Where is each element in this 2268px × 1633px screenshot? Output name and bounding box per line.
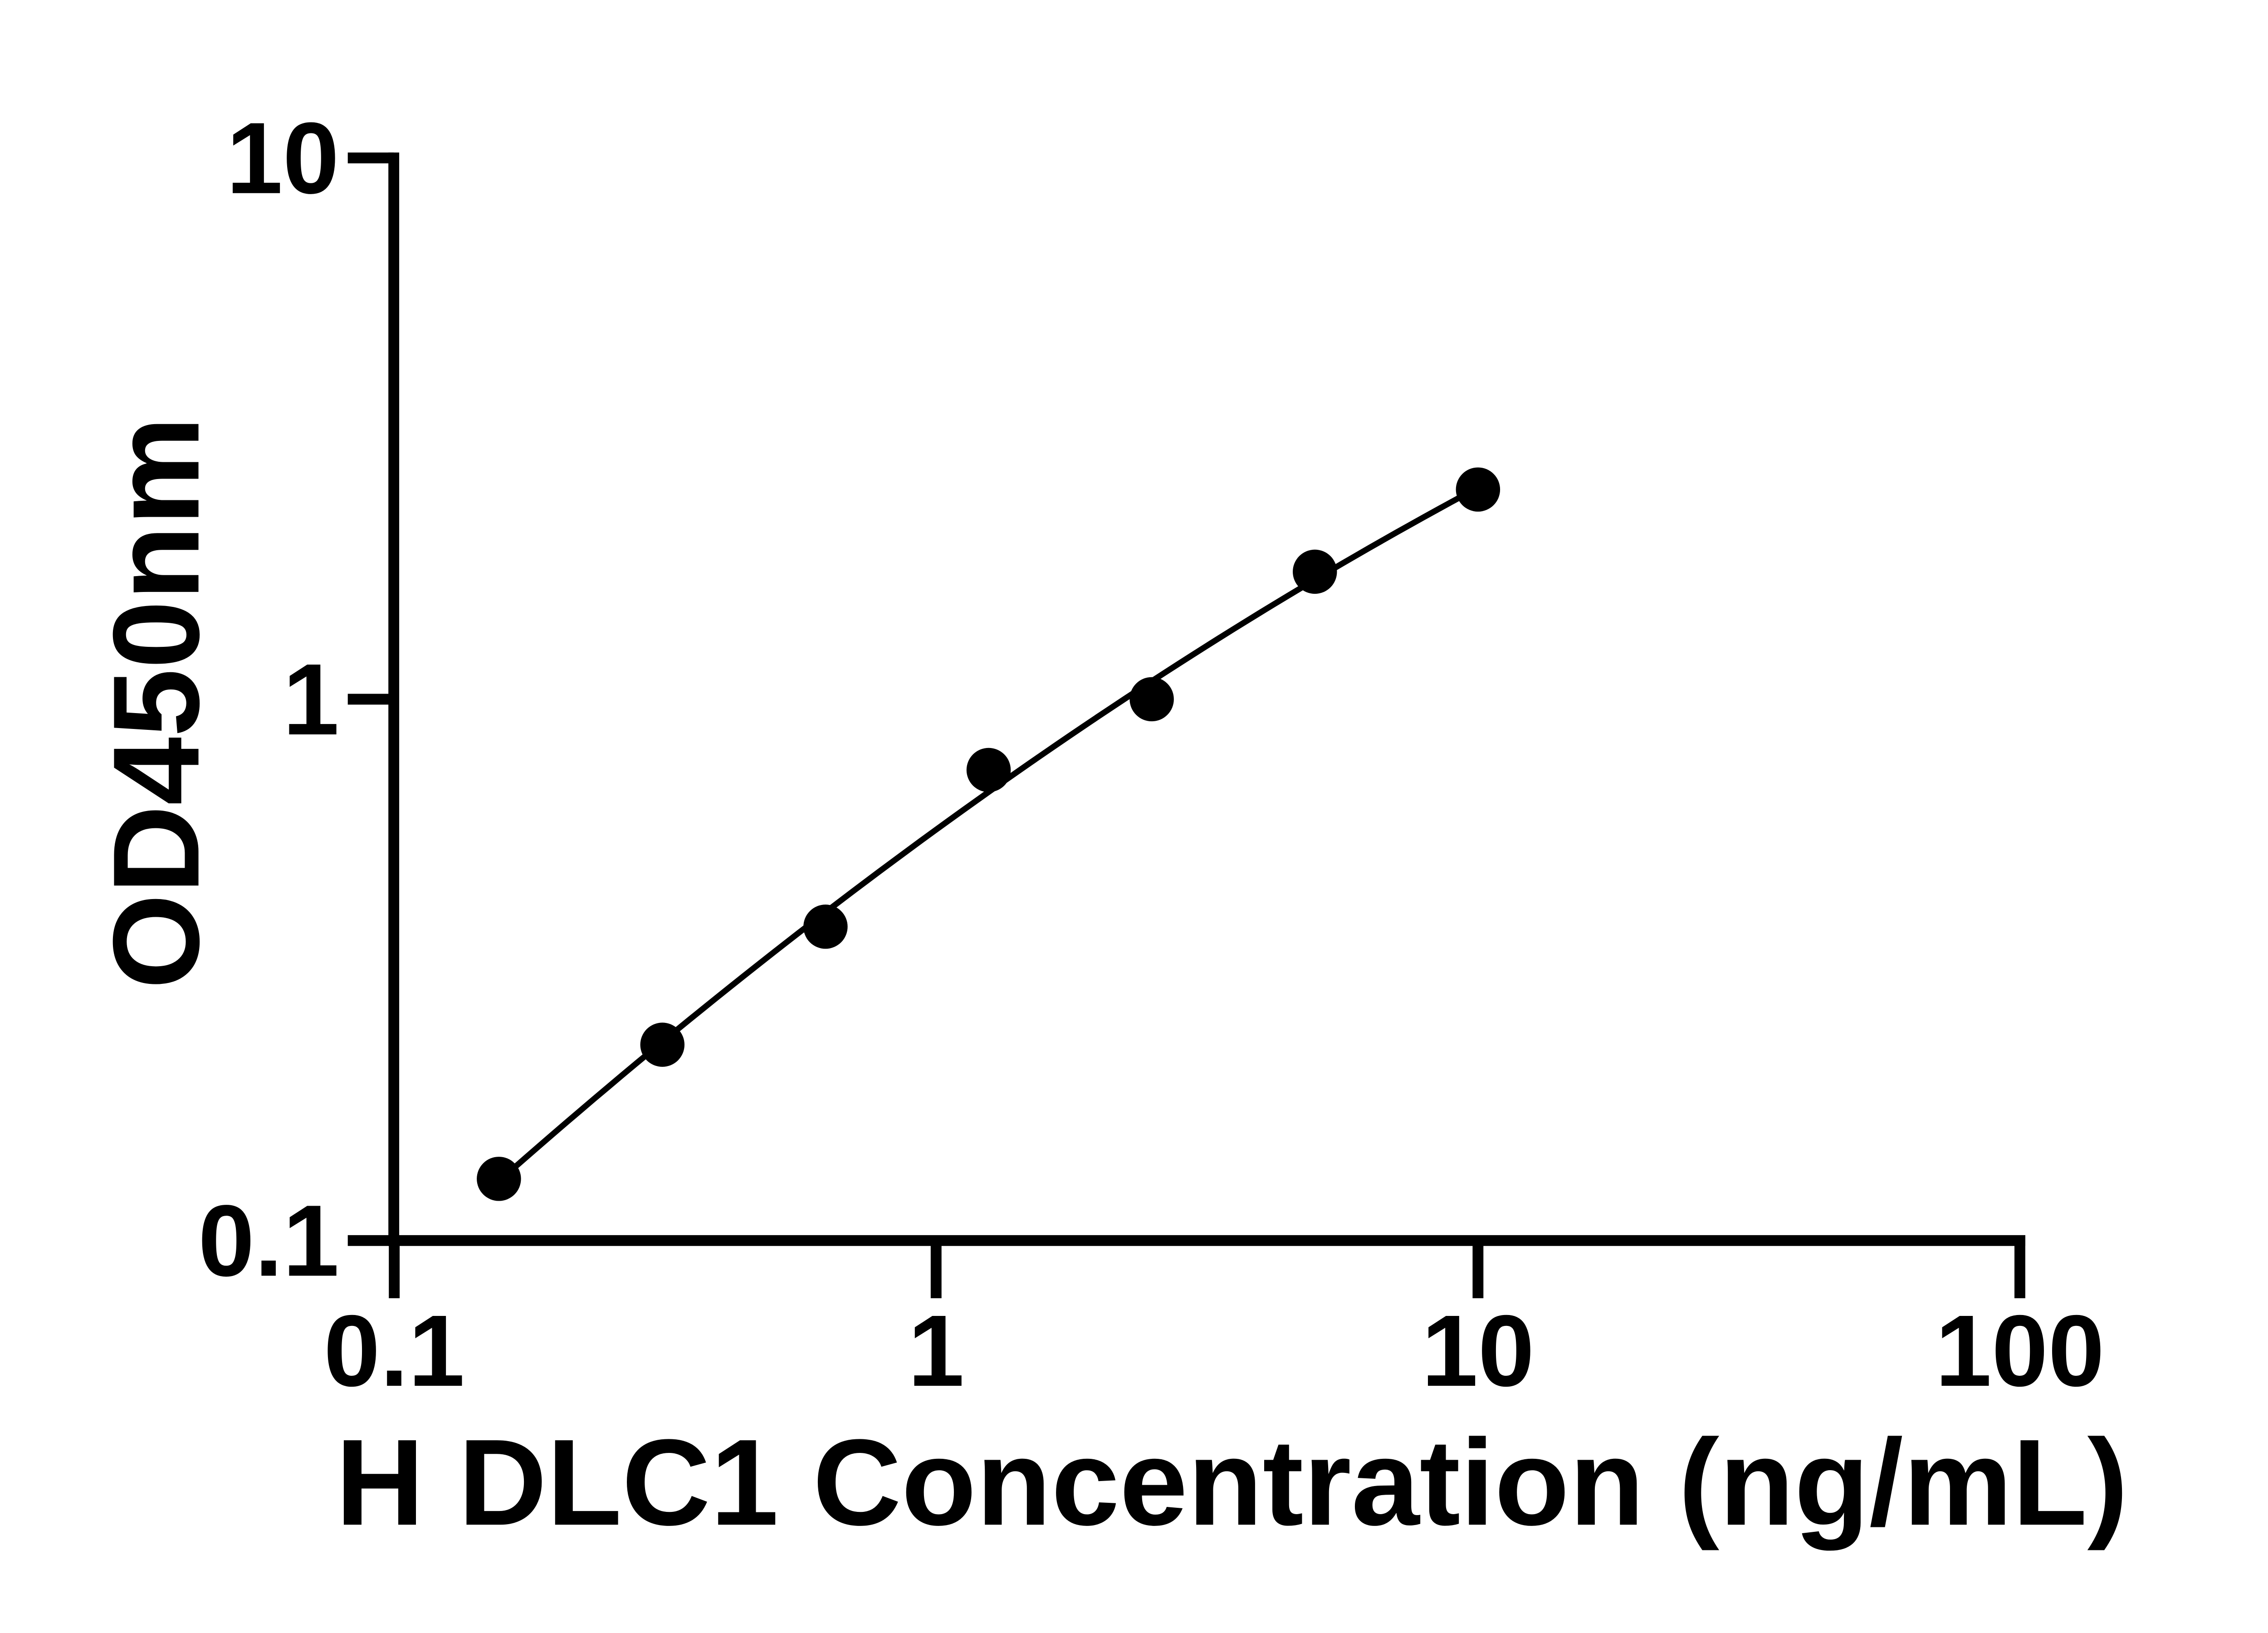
x-tick-label: 0.1 bbox=[324, 1294, 465, 1408]
points-layer bbox=[477, 467, 1501, 1201]
data-point-marker bbox=[1293, 549, 1337, 594]
y-tick-label: 0.1 bbox=[198, 1184, 339, 1297]
x-tick-label: 1 bbox=[908, 1294, 964, 1408]
data-point-marker bbox=[966, 748, 1011, 792]
x-tick-label: 100 bbox=[1935, 1294, 2104, 1408]
data-point-marker bbox=[803, 905, 848, 949]
y-axis-title: OD450nm bbox=[88, 416, 225, 989]
y-tick-label: 1 bbox=[283, 643, 339, 756]
data-point-marker bbox=[477, 1157, 521, 1201]
axes-layer bbox=[388, 152, 2025, 1246]
x-axis-title: H DLC1 Concentration (ng/mL) bbox=[336, 1414, 2128, 1551]
fit-curve-line bbox=[496, 484, 1481, 1184]
data-point-marker bbox=[1456, 467, 1501, 512]
data-point-marker bbox=[640, 1022, 685, 1067]
ticks-layer bbox=[347, 152, 2025, 1299]
tick-labels-layer: 0.1 1 10 0.1 1 10 100 bbox=[198, 102, 2105, 1408]
y-tick-label: 10 bbox=[226, 102, 339, 215]
data-point-marker bbox=[1129, 677, 1174, 722]
x-tick-label: 10 bbox=[1422, 1294, 1535, 1408]
curve-layer bbox=[496, 484, 1481, 1184]
